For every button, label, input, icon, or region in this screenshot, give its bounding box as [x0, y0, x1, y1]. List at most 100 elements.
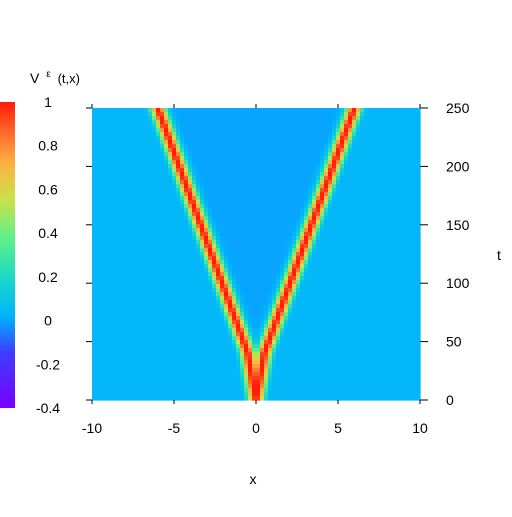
heatmap-cell: [220, 344, 225, 349]
heatmap-cell: [268, 296, 273, 301]
heatmap-cell: [288, 180, 293, 185]
heatmap-cell: [180, 208, 185, 213]
heatmap-cell: [196, 320, 201, 325]
heatmap-cell: [416, 128, 421, 133]
heatmap-cell: [412, 132, 417, 137]
heatmap-cell: [328, 160, 333, 165]
heatmap-cell: [300, 328, 305, 333]
heatmap-cell: [364, 136, 369, 141]
heatmap-cell: [136, 260, 141, 265]
heatmap-cell: [252, 216, 257, 221]
heatmap-cell: [312, 280, 317, 285]
heatmap-cell: [376, 228, 381, 233]
heatmap-cell: [264, 148, 269, 153]
heatmap-cell: [268, 132, 273, 137]
heatmap-cell: [164, 268, 169, 273]
heatmap-cell: [336, 132, 341, 137]
heatmap-cell: [244, 264, 249, 269]
heatmap-cell: [152, 120, 157, 125]
heatmap-cell: [228, 316, 233, 321]
heatmap-cell: [348, 276, 353, 281]
heatmap-cell: [252, 296, 257, 301]
heatmap-cell: [336, 256, 341, 261]
heatmap-cell: [260, 312, 265, 317]
heatmap-cell: [412, 180, 417, 185]
heatmap-cell: [156, 124, 161, 129]
heatmap-cell: [324, 132, 329, 137]
heatmap-cell: [204, 324, 209, 329]
heatmap-cell: [280, 120, 285, 125]
heatmap-cell: [140, 300, 145, 305]
heatmap-cell: [276, 280, 281, 285]
heatmap-cell: [284, 340, 289, 345]
heatmap-cell: [284, 112, 289, 117]
heatmap-cell: [220, 288, 225, 293]
heatmap-cell: [100, 208, 105, 213]
heatmap-cell: [332, 204, 337, 209]
heatmap-cell: [268, 176, 273, 181]
heatmap-cell: [124, 324, 129, 329]
heatmap-cell: [132, 328, 137, 333]
heatmap-cell: [312, 144, 317, 149]
heatmap-cell: [148, 136, 153, 141]
heatmap-cell: [240, 176, 245, 181]
heatmap-cell: [408, 108, 413, 113]
heatmap-cell: [236, 128, 241, 133]
heatmap-cell: [312, 152, 317, 157]
heatmap-cell: [252, 332, 257, 337]
heatmap-cell: [372, 260, 377, 265]
colorbar-label-sup: ε: [46, 69, 51, 80]
heatmap-cell: [92, 164, 97, 169]
heatmap-cell: [232, 240, 237, 245]
heatmap-cell: [232, 108, 237, 113]
heatmap-cell: [248, 156, 253, 161]
heatmap-cell: [296, 332, 301, 337]
heatmap-cell: [204, 236, 209, 241]
heatmap-cell: [148, 144, 153, 149]
heatmap-cell: [104, 272, 109, 277]
heatmap-cell: [196, 244, 201, 249]
heatmap-cell: [148, 272, 153, 277]
heatmap-cell: [192, 340, 197, 345]
heatmap-cell: [204, 108, 209, 113]
heatmap-cell: [288, 172, 293, 177]
heatmap-cell: [300, 268, 305, 273]
heatmap-cell: [312, 216, 317, 221]
heatmap-cell: [292, 172, 297, 177]
heatmap-cell: [124, 120, 129, 125]
heatmap-cell: [164, 248, 169, 253]
heatmap-cell: [180, 180, 185, 185]
heatmap-cell: [320, 168, 325, 173]
heatmap-cell: [144, 304, 149, 309]
heatmap-cell: [404, 344, 409, 349]
heatmap-cell: [220, 164, 225, 169]
heatmap-cell: [240, 108, 245, 113]
heatmap-cell: [124, 244, 129, 249]
heatmap-cell: [248, 300, 253, 305]
heatmap-cell: [164, 184, 169, 189]
heatmap-cell: [232, 200, 237, 205]
heatmap-cell: [152, 256, 157, 261]
heatmap-cell: [256, 192, 261, 197]
heatmap-cell: [120, 332, 125, 337]
heatmap-cell: [160, 264, 165, 269]
heatmap-cell: [192, 320, 197, 325]
heatmap-cell: [104, 264, 109, 269]
heatmap-cell: [400, 328, 405, 333]
heatmap-cell: [352, 212, 357, 217]
heatmap-cell: [192, 276, 197, 281]
heatmap-cell: [268, 256, 273, 261]
heatmap-cell: [392, 220, 397, 225]
heatmap-cell: [160, 228, 165, 233]
heatmap-cell: [360, 240, 365, 245]
heatmap-cell: [200, 332, 205, 337]
heatmap-cell: [240, 184, 245, 189]
heatmap-cell: [96, 328, 101, 333]
heatmap-cell: [164, 128, 169, 133]
heatmap-cell: [156, 308, 161, 313]
heatmap-cell: [312, 292, 317, 297]
heatmap-cell: [416, 324, 421, 329]
heatmap-cell: [164, 276, 169, 281]
heatmap-cell: [124, 204, 129, 209]
heatmap-cell: [196, 164, 201, 169]
